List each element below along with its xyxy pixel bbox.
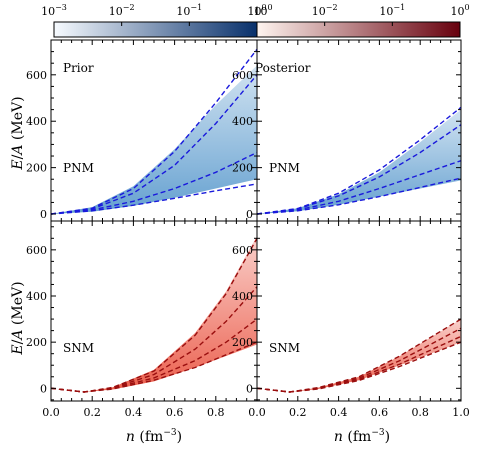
dashed-curve-2 (257, 124, 461, 215)
dashed-curve-3 (51, 151, 257, 215)
y-tick-label: 600 (26, 69, 47, 82)
dashed-curve-3 (257, 160, 461, 215)
x-axis-title-right: n (fm−3) (334, 428, 390, 445)
colorbar-tick-label: 100 (247, 3, 266, 18)
dashed-curve-3 (257, 335, 461, 393)
y-tick-label: 200 (232, 162, 253, 175)
y-tick-label: 600 (232, 244, 253, 257)
x-tick-label: 0.8 (207, 406, 225, 419)
probability-band (257, 319, 461, 392)
y-tick-label: 600 (26, 244, 47, 257)
colorbar-tick-label: 10−3 (41, 3, 67, 18)
plot-area (51, 48, 257, 215)
panel-1: 0 200 400 600 Prior PNM (26, 39, 258, 222)
y-tick-label: 0 (246, 382, 253, 395)
colorbar-blue (53, 21, 258, 38)
panel-label: SNM (63, 341, 94, 355)
y-tick-label: 200 (232, 336, 253, 349)
y-tick-label: 0 (40, 208, 47, 221)
panel-label: PNM (269, 161, 300, 175)
y-axis-title-top: E/A (MeV) (10, 96, 26, 170)
dashed-curve-3 (51, 318, 257, 393)
probability-band (257, 109, 461, 214)
x-tick-label: 0.4 (125, 406, 143, 419)
colorbar-tick-label: 10−1 (176, 3, 202, 18)
dashed-curve-4 (257, 177, 461, 215)
y-tick-label: 400 (26, 290, 47, 303)
dashed-curve-4 (51, 183, 257, 215)
panels-group: 0200400600PriorPNM0200400600PosteriorPNM… (26, 39, 470, 419)
panel-label: Posterior (255, 61, 311, 75)
colorbar-tick-label: 100 (253, 3, 272, 18)
x-tick-label: 0.8 (411, 406, 429, 419)
y-tick-label: 400 (26, 115, 47, 128)
dashed-curve-4 (51, 341, 257, 393)
dashed-curve-1 (257, 318, 461, 393)
colorbar-red (256, 21, 461, 38)
dashed-curve-2 (257, 327, 461, 393)
plot-area (257, 318, 461, 393)
panel-4: 0 200 400 600 0.0 0.2 0.4 0.6 0.8 1.0 SNM (232, 220, 470, 419)
colorbar-tick-label: 10−2 (109, 3, 135, 18)
y-tick-label: 400 (232, 115, 253, 128)
y-axis-title-bottom: E/A (MeV) (10, 281, 26, 355)
x-tick-label: 0.6 (371, 406, 389, 419)
plot-area (51, 236, 257, 393)
panel-label: SNM (269, 341, 300, 355)
y-tick-label: 200 (26, 162, 47, 175)
x-tick-label: 0.4 (330, 406, 348, 419)
x-tick-label: 0.2 (83, 406, 101, 419)
colorbar-tick-label: 10−2 (312, 3, 338, 18)
y-tick-label: 200 (26, 336, 47, 349)
x-axis-title-left: n (fm−3) (126, 428, 182, 445)
panel-frame (256, 220, 462, 402)
panel-3: 0 200 400 600 0.0 0.2 0.4 0.6 0.8 SNM (26, 220, 258, 419)
y-tick-label: 400 (232, 290, 253, 303)
probability-band (51, 65, 257, 214)
colorbar-tick-label: 100 (450, 3, 469, 18)
x-tick-label: 0.0 (42, 406, 60, 419)
dashed-curve-2 (51, 286, 257, 393)
dashed-curve-1 (51, 237, 257, 393)
y-tick-label: 0 (40, 382, 47, 395)
panel-label: Prior (63, 61, 94, 75)
x-tick-label: 0.0 (248, 406, 266, 419)
x-tick-label: 0.6 (166, 406, 184, 419)
x-tick-label: 1.0 (452, 406, 470, 419)
dashed-curve-2 (51, 74, 257, 215)
x-tick-label: 0.2 (289, 406, 307, 419)
y-tick-label: 600 (232, 69, 253, 82)
y-tick-label: 0 (246, 208, 253, 221)
colorbar-tick-label: 10−1 (379, 3, 405, 18)
probability-band (51, 236, 257, 392)
panel-label: PNM (63, 161, 94, 175)
dashed-curve-4 (257, 341, 461, 393)
plot-area (257, 106, 461, 215)
